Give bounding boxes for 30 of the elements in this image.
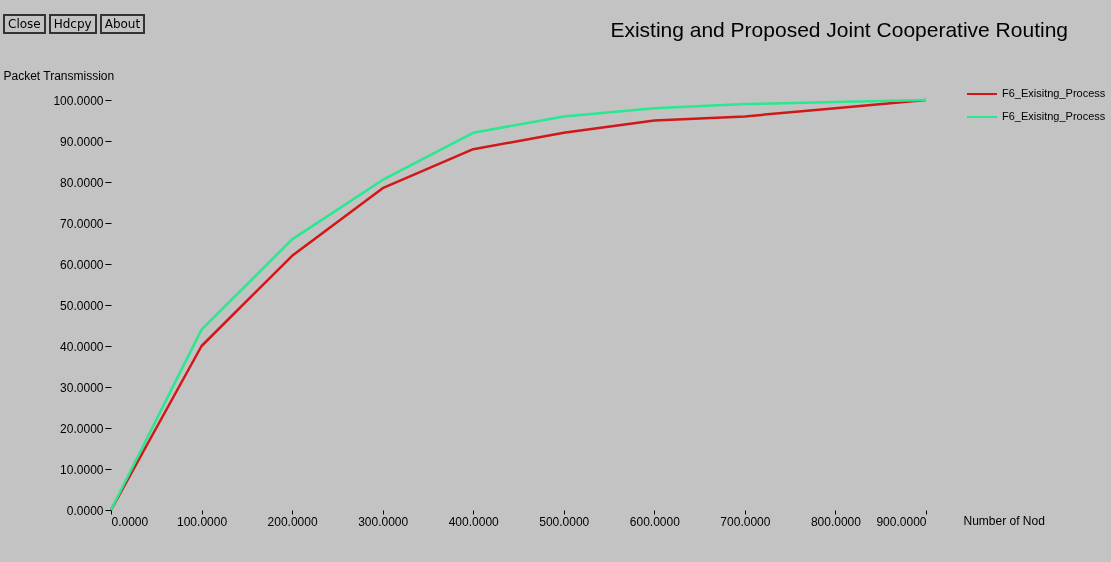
- y-tick-label: 0.0000: [66, 503, 104, 518]
- y-tick-label: 90.0000: [60, 134, 104, 149]
- y-tick-label: 80.0000: [60, 175, 104, 190]
- x-tick-label: 800.0000: [810, 514, 862, 529]
- y-tick-label: 50.0000: [60, 298, 104, 313]
- x-tick-label: 400.0000: [448, 514, 500, 529]
- y-tick-label: 10.0000: [60, 462, 104, 477]
- x-axis-title: Number of Nod: [963, 513, 1045, 528]
- line-series: [109, 98, 928, 512]
- y-tick-label: 70.0000: [60, 216, 104, 231]
- x-tick-label: 600.0000: [629, 514, 681, 529]
- x-tick-label: 500.0000: [539, 514, 590, 529]
- text: Close: [3, 14, 46, 34]
- y-axis-title: Packet Transmission: [3, 68, 115, 83]
- legend-label: F6_Exisitng_Process: [1002, 87, 1106, 99]
- x-tick-label: 300.0000: [358, 514, 409, 529]
- y-tick-label: 60.0000: [60, 257, 104, 272]
- x-tick-label: 700.0000: [720, 514, 771, 529]
- legend-label: F6_Exisitng_Process: [1002, 110, 1106, 122]
- y-tick-label: 30.0000: [60, 380, 104, 395]
- x-tick-label: 100.0000: [177, 514, 228, 529]
- y-tick-label: 40.0000: [60, 339, 104, 354]
- x-tick-label: 200.0000: [267, 514, 318, 529]
- text: Hdcpy: [48, 14, 97, 34]
- x-tick-label: 900.0000: [876, 514, 927, 529]
- chart-title: Existing and Proposed Joint Cooperative Routing: [610, 18, 1068, 41]
- x-tick-label: 0.0000: [111, 514, 149, 529]
- y-tick-label: 100.0000: [53, 93, 104, 108]
- text: About: [99, 14, 146, 34]
- y-tick-label: 20.0000: [60, 421, 104, 436]
